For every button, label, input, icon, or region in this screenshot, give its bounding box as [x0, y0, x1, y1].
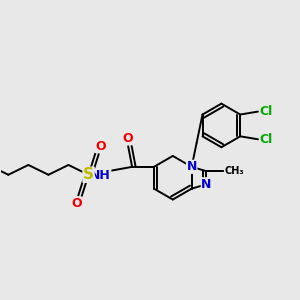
Text: O: O	[71, 197, 82, 210]
Text: N: N	[187, 160, 197, 173]
Text: S: S	[83, 167, 94, 182]
Text: Cl: Cl	[260, 133, 273, 146]
Text: Cl: Cl	[260, 105, 273, 118]
Text: N: N	[201, 178, 212, 191]
Text: O: O	[95, 140, 106, 152]
Text: NH: NH	[90, 169, 111, 182]
Text: O: O	[123, 132, 134, 145]
Text: CH₃: CH₃	[224, 166, 244, 176]
